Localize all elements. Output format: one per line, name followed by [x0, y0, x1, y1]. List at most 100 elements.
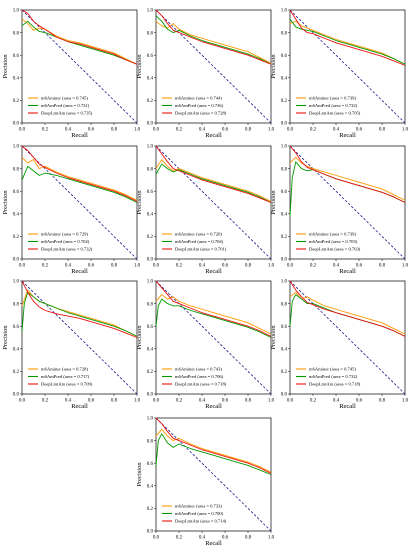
series-line-deeplmtam — [155, 417, 272, 474]
y-axis-label: Precision — [136, 54, 143, 79]
x-axis-label: Recall — [339, 268, 356, 275]
y-axis-label: Precision — [136, 325, 143, 350]
x-axis-label: Recall — [205, 540, 222, 547]
y-tick-label: 0.0 — [13, 258, 20, 263]
y-tick-label: 0.4 — [147, 213, 154, 218]
legend-entry: m6Aminer (area = 0.743) — [175, 367, 222, 372]
plot-frame — [21, 9, 138, 124]
y-tick-label: 0.0 — [147, 393, 154, 398]
y-tick-label: 0.8 — [281, 167, 288, 172]
series-line-m6ampred — [155, 433, 272, 475]
x-tick-label: 0.4 — [199, 536, 206, 541]
series-line-m6aminer — [21, 289, 138, 337]
x-tick-label: 0.6 — [222, 399, 229, 404]
y-tick-label: 0.4 — [281, 77, 288, 82]
y-tick-label: 0.0 — [281, 258, 288, 263]
x-axis-label: Recall — [205, 132, 222, 139]
series-line-deeplmtam — [289, 280, 406, 337]
x-tick-label: 0.0 — [153, 264, 160, 269]
y-tick-label: 1.0 — [147, 145, 154, 150]
x-tick-label: 0.8 — [245, 264, 252, 269]
y-tick-label: 0.2 — [147, 235, 154, 240]
y-tick-label: 1.0 — [147, 280, 154, 285]
legend-entry: DeepLmtAm (area = 0.705) — [309, 111, 361, 116]
x-tick-label: 0.0 — [19, 399, 26, 404]
legend-entry: DeepLmtAm (area = 0.728) — [175, 111, 227, 116]
x-tick-label: 0.0 — [19, 128, 26, 133]
series-line-deeplmtam — [289, 145, 406, 203]
plot-frame — [155, 9, 272, 124]
x-tick-label: 0.4 — [333, 264, 340, 269]
y-tick-label: 0.4 — [13, 77, 20, 82]
series-line-m6aminer — [289, 156, 406, 201]
legend-entry: m6AmPred (area = 0.706) — [175, 374, 224, 379]
chance-line — [155, 280, 272, 395]
x-axis-label: Recall — [339, 132, 356, 139]
x-tick-label: 1.0 — [268, 399, 275, 404]
y-tick-label: 1.0 — [13, 280, 20, 285]
x-tick-label: 0.0 — [287, 128, 294, 133]
y-tick-label: 0.2 — [13, 370, 20, 375]
series-line-deeplmtam — [21, 280, 138, 338]
y-tick-label: 0.4 — [13, 348, 20, 353]
legend-entry: DeepLmtAm (area = 0.735) — [41, 111, 93, 116]
x-tick-label: 0.0 — [153, 399, 160, 404]
x-tick-label: 1.0 — [134, 128, 141, 133]
x-axis-label: Recall — [205, 268, 222, 275]
x-tick-label: 0.2 — [176, 264, 183, 269]
x-tick-label: 0.8 — [245, 128, 252, 133]
y-tick-label: 0.6 — [147, 54, 154, 59]
y-tick-label: 0.6 — [147, 462, 154, 467]
y-tick-label: 0.0 — [147, 258, 154, 263]
y-tick-label: 1.0 — [13, 145, 20, 150]
y-tick-label: 0.6 — [13, 325, 20, 330]
x-tick-label: 0.6 — [356, 264, 363, 269]
pr-chart-6: 0.0 0.2 0.4 0.6 0.8 1.0 0.0 0.2 0.4 0.6 0.8 1.0 Reca… — [270, 145, 409, 275]
legend-entry: m6AmPred (area = 0.700) — [175, 511, 224, 516]
series-line-m6aminer — [21, 156, 138, 201]
legend-entry: DeepLmtAm (area = 0.732) — [41, 247, 93, 252]
chance-line — [21, 280, 138, 395]
x-tick-label: 0.8 — [379, 128, 386, 133]
y-tick-label: 0.2 — [147, 507, 154, 512]
x-tick-label: 0.8 — [111, 264, 118, 269]
legend-entry: m6AmPred (area = 0.732) — [309, 103, 358, 108]
chance-line — [155, 417, 272, 532]
x-axis-label: Recall — [71, 132, 88, 139]
y-tick-label: 0.0 — [13, 122, 20, 127]
x-tick-label: 0.0 — [153, 128, 160, 133]
x-tick-label: 0.2 — [310, 128, 317, 133]
y-tick-label: 0.2 — [281, 370, 288, 375]
y-axis-label: Precision — [136, 190, 143, 215]
x-tick-label: 0.4 — [65, 399, 72, 404]
x-tick-label: 0.4 — [199, 264, 206, 269]
x-tick-label: 0.6 — [88, 399, 95, 404]
series-line-deeplmtam — [155, 9, 272, 65]
y-tick-label: 0.8 — [13, 302, 20, 307]
x-tick-label: 1.0 — [134, 264, 141, 269]
series-line-m6ampred — [289, 294, 406, 337]
series-line-deeplmtam — [155, 145, 272, 203]
series-line-m6aminer — [155, 20, 272, 64]
legend-entry: DeepLmtAm (area = 0.709) — [41, 382, 93, 387]
x-tick-label: 0.8 — [245, 536, 252, 541]
y-tick-label: 0.4 — [281, 213, 288, 218]
y-tick-label: 0.6 — [147, 190, 154, 195]
x-tick-label: 1.0 — [268, 128, 275, 133]
x-tick-label: 0.4 — [333, 399, 340, 404]
legend-entry: DeepLmtAm (area = 0.701) — [175, 247, 227, 252]
y-tick-label: 0.6 — [281, 190, 288, 195]
y-tick-label: 0.6 — [281, 54, 288, 59]
x-tick-label: 0.6 — [88, 128, 95, 133]
legend-entry: m6Aminer (area = 0.739) — [309, 96, 356, 101]
pr-chart-10: 0.0 0.2 0.4 0.6 0.8 1.0 0.0 0.2 0.4 0.6 0.8 1.0 Reca… — [136, 417, 275, 547]
y-tick-label: 0.4 — [13, 213, 20, 218]
y-tick-label: 0.0 — [147, 530, 154, 535]
y-axis-label: Precision — [270, 325, 277, 350]
chance-line — [289, 145, 406, 260]
x-tick-label: 0.6 — [356, 399, 363, 404]
y-tick-label: 0.8 — [147, 167, 154, 172]
x-tick-label: 1.0 — [402, 128, 409, 133]
x-tick-label: 0.2 — [310, 264, 317, 269]
